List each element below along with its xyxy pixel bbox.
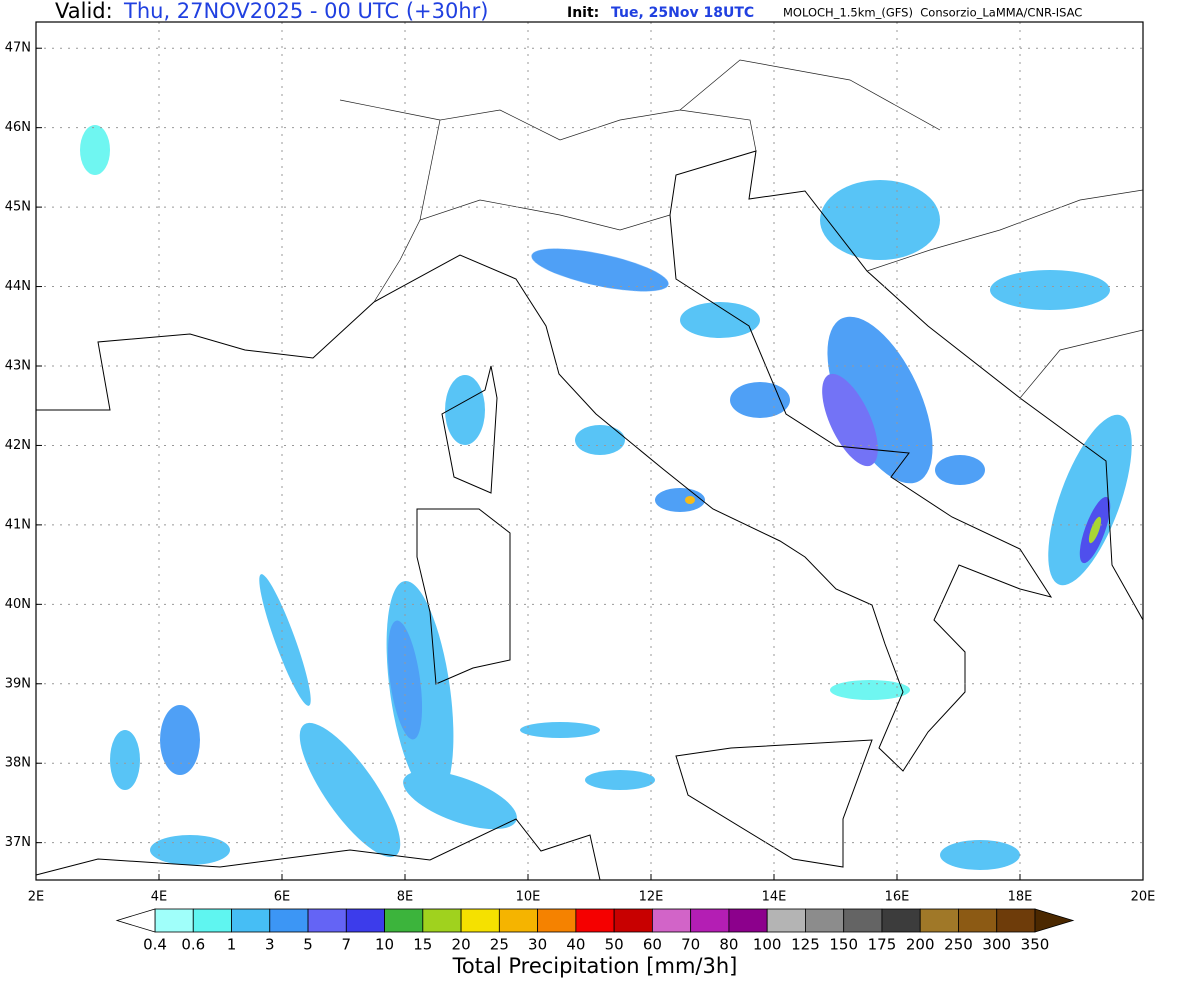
model-info: MOLOCH_1.5km_(GFS) Consorzio_LaMMA/CNR-I… xyxy=(783,6,1082,20)
colorbar-label: 10 xyxy=(375,936,394,954)
colorbar-box xyxy=(919,908,959,933)
lat-tick-label: 46N xyxy=(5,120,31,135)
lon-tick-label: 6E xyxy=(274,890,291,905)
colorbar-box xyxy=(651,908,692,933)
colorbar-box xyxy=(766,908,806,933)
colorbar-box xyxy=(613,908,653,933)
colorbar-box xyxy=(345,908,385,933)
colorbar-label: 3 xyxy=(265,936,275,954)
colorbar-label: 7 xyxy=(342,936,352,954)
lon-tick-label: 14E xyxy=(762,890,787,905)
colorbar-under xyxy=(115,908,156,933)
lon-tick-label: 12E xyxy=(639,890,664,905)
colorbar-box xyxy=(192,908,232,933)
colorbar-box xyxy=(422,908,462,933)
lat-tick-label: 40N xyxy=(5,597,31,612)
lon-tick-label: 2E xyxy=(28,890,45,905)
lon-tick-label: 10E xyxy=(516,890,541,905)
init-label: Init: xyxy=(567,5,599,21)
colorbar-box xyxy=(843,908,883,933)
lat-tick-label: 37N xyxy=(5,835,31,850)
valid-time: Thu, 27NOV2025 - 00 UTC (+30hr) xyxy=(123,0,488,23)
colorbar-label: 1 xyxy=(227,936,237,954)
colorbar-label: 60 xyxy=(643,936,662,954)
lon-tick-label: 8E xyxy=(397,890,414,905)
lon-tick-label: 18E xyxy=(1008,890,1033,905)
colorbar-label: 250 xyxy=(944,936,973,954)
colorbar-label: 40 xyxy=(566,936,585,954)
colorbar-box xyxy=(537,908,577,933)
colorbar-label: 150 xyxy=(829,936,858,954)
colorbar-label: 200 xyxy=(906,936,935,954)
colorbar-box xyxy=(307,908,347,933)
colorbar-box xyxy=(728,908,768,933)
lat-tick-label: 47N xyxy=(5,41,31,56)
lon-tick-label: 16E xyxy=(885,890,910,905)
colorbar-label: 80 xyxy=(719,936,738,954)
precipitation-field xyxy=(80,125,1132,870)
colorbar-box xyxy=(805,908,845,933)
lat-tick-label: 39N xyxy=(5,676,31,691)
colorbar-box xyxy=(498,908,539,933)
lat-tick-label: 42N xyxy=(5,438,31,453)
colorbar-label: 350 xyxy=(1021,936,1050,954)
colorbar-box xyxy=(269,908,309,933)
colorbar-box xyxy=(460,908,500,933)
colorbar-label: 20 xyxy=(452,936,471,954)
colorbar-label: 0.4 xyxy=(143,936,167,954)
lat-tick-label: 41N xyxy=(5,517,31,532)
colorbar-label: 100 xyxy=(753,936,782,954)
colorbar-label: 30 xyxy=(528,936,547,954)
lon-tick-label: 4E xyxy=(151,890,168,905)
colorbar-over xyxy=(1034,908,1075,933)
colorbar-box xyxy=(575,908,615,933)
colorbar-label: 15 xyxy=(413,936,432,954)
colorbar-label: 5 xyxy=(303,936,313,954)
colorbar-box xyxy=(958,908,998,933)
map-frame xyxy=(35,21,1144,881)
init-time: Tue, 25Nov 18UTC xyxy=(611,5,754,21)
lat-tick-label: 38N xyxy=(5,756,31,771)
lat-tick-label: 45N xyxy=(5,200,31,215)
colorbar-label: 300 xyxy=(982,936,1011,954)
lat-tick-label: 43N xyxy=(5,358,31,373)
coastlines xyxy=(35,59,1144,881)
colorbar-box xyxy=(996,908,1036,933)
colorbar-box xyxy=(690,908,730,933)
colorbar-label: 0.6 xyxy=(181,936,205,954)
colorbar-box xyxy=(384,908,424,933)
valid-label: Valid: xyxy=(55,0,113,23)
colorbar-title: Total Precipitation [mm/3h] xyxy=(452,954,738,978)
colorbar-label: 25 xyxy=(490,936,509,954)
colorbar-label: 125 xyxy=(791,936,820,954)
colorbar-box xyxy=(231,908,271,933)
colorbar-label: 70 xyxy=(681,936,700,954)
colorbar-label: 50 xyxy=(605,936,624,954)
lat-tick-label: 44N xyxy=(5,279,31,294)
colorbar-box xyxy=(881,908,921,933)
colorbar-label: 175 xyxy=(868,936,897,954)
colorbar-box xyxy=(154,908,194,933)
lon-tick-label: 20E xyxy=(1131,890,1156,905)
